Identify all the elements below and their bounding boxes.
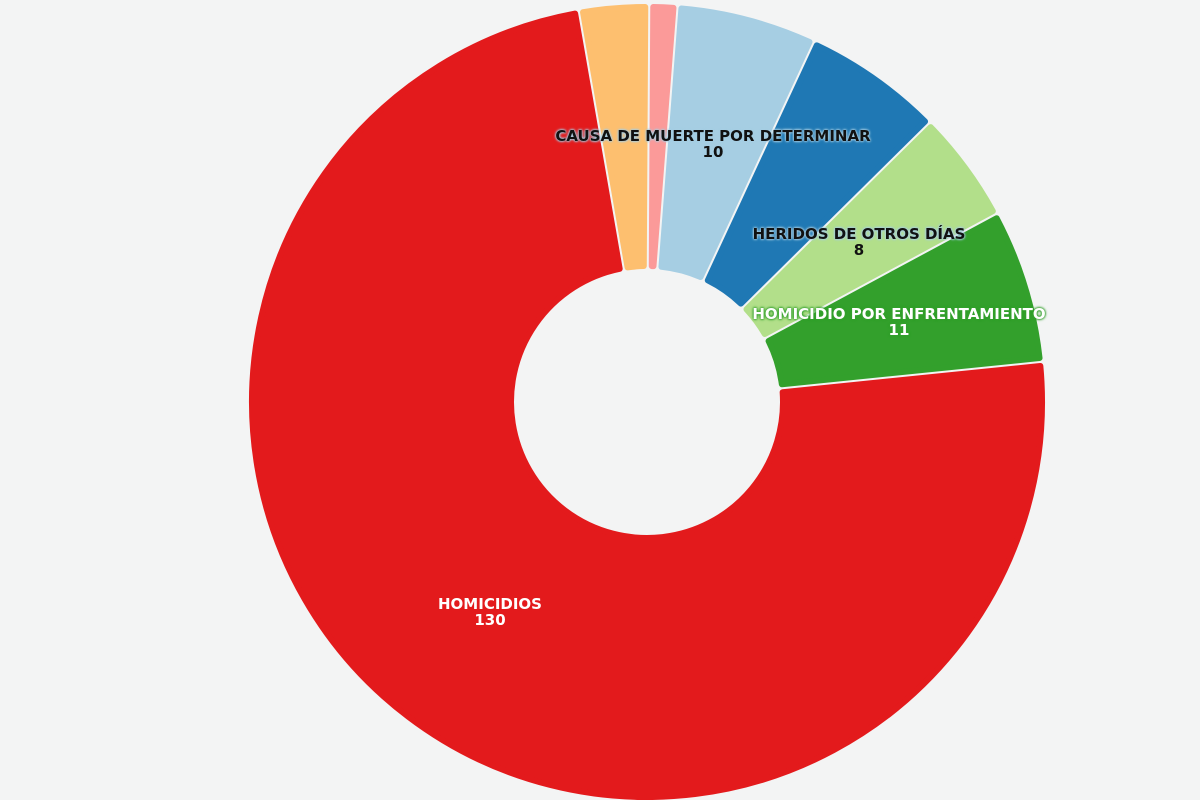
slice-label-name: CAUSA DE MUERTE POR DETERMINAR [555,127,871,145]
slice-causa-de-muerte-por-determinar[interactable] [658,5,813,280]
slice-label-value: 130 [474,611,506,629]
slice-label-value: 8 [853,241,865,259]
slice-unlabeled-4[interactable] [704,42,929,307]
slice-homicidios[interactable] [249,10,1045,800]
slice-label-name: HOMICIDIOS [438,595,542,613]
slice-unlabeled-1[interactable] [580,4,649,271]
slice-label: CAUSA DE MUERTE POR DETERMINAR 10 [555,128,870,160]
slice-heridos-de-otros-d-as[interactable] [743,124,996,338]
slice-label-name: HERIDOS DE OTROS DÍAS [752,225,966,243]
slice-label: HOMICIDIO POR ENFRENTAMIENTO 11 [752,306,1045,338]
slice-label: HOMICIDIOS 130 [438,596,542,628]
slice-label-value: 11 [888,321,910,339]
slice-label-name: HOMICIDIO POR ENFRENTAMIENTO [752,305,1046,323]
slice-label: HERIDOS DE OTROS DÍAS 8 [753,226,966,258]
slice-label-value: 10 [702,143,724,161]
slice-homicidio-por-enfrentamiento[interactable] [765,215,1043,388]
slice-unlabeled-2[interactable] [648,4,677,270]
